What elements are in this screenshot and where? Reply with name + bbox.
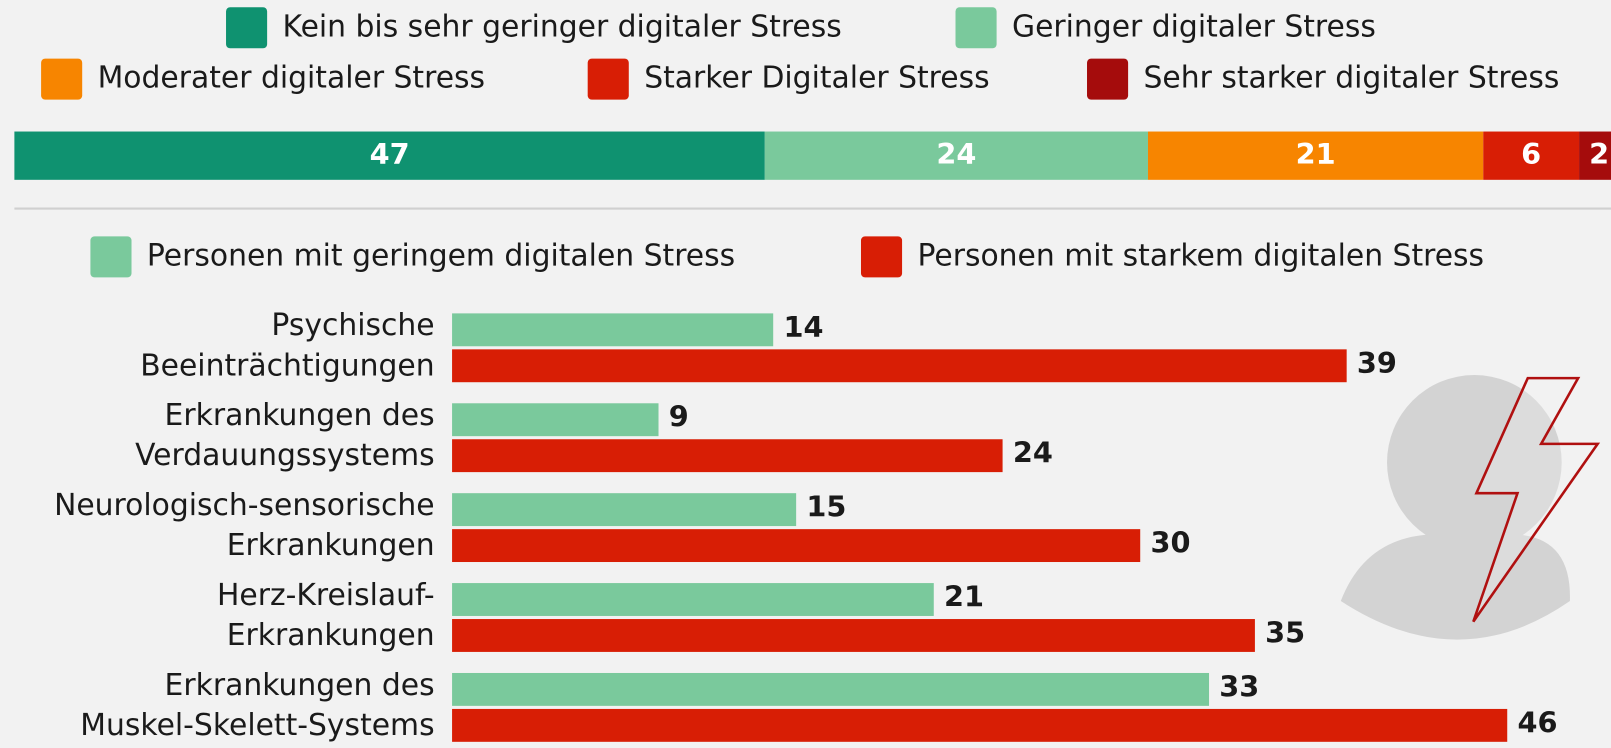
- bar: [452, 672, 1210, 706]
- data-label: 33: [1219, 669, 1259, 703]
- legend-label: Geringer digitaler Stress: [1012, 9, 1376, 44]
- bar: [452, 708, 1508, 742]
- bar: [452, 529, 1141, 563]
- bar: [452, 403, 659, 437]
- data-label: 21: [1296, 137, 1336, 171]
- legend-swatch: [955, 7, 997, 49]
- data-label: 9: [669, 400, 689, 434]
- data-label: 14: [783, 310, 823, 344]
- person-icon: [1340, 375, 1570, 640]
- legend-label: Starker Digitaler Stress: [644, 61, 989, 96]
- data-label: 30: [1150, 526, 1190, 560]
- bar-segment: [1579, 131, 1611, 180]
- bar-segment: [1147, 131, 1484, 180]
- data-label: 24: [1013, 436, 1053, 470]
- category-label: Muskel-Skelett-Systems: [80, 708, 434, 743]
- legend-swatch: [41, 58, 83, 100]
- data-label: 35: [1265, 615, 1305, 649]
- bar-segment: [14, 131, 765, 180]
- bar: [452, 349, 1347, 383]
- legend-label: Sehr starker digitaler Stress: [1144, 61, 1560, 96]
- legend-swatch: [587, 58, 629, 100]
- data-label: 47: [370, 137, 410, 171]
- category-label: Neurologisch-sensorische: [54, 488, 435, 523]
- bar-segment: [1483, 131, 1580, 180]
- category-label: Verdauungssystems: [135, 438, 434, 473]
- legend-swatch: [226, 7, 268, 49]
- bar: [452, 313, 774, 347]
- bar: [452, 493, 797, 527]
- data-label: 2: [1589, 137, 1609, 171]
- data-label: 6: [1521, 137, 1541, 171]
- data-label: 39: [1357, 346, 1397, 380]
- bar: [452, 439, 1003, 473]
- category-label: Herz-Kreislauf-: [217, 578, 435, 613]
- category-label: Erkrankungen: [227, 528, 435, 563]
- legend-label: Kein bis sehr geringer digitaler Stress: [283, 9, 842, 44]
- bar: [452, 619, 1255, 652]
- data-label: 46: [1518, 705, 1558, 739]
- legend-label: Moderater digitaler Stress: [98, 61, 485, 96]
- category-label: Erkrankungen des: [165, 668, 435, 703]
- data-label: 15: [806, 490, 846, 524]
- legend-swatch: [90, 236, 132, 278]
- legend-label: Personen mit starkem digitalen Stress: [917, 238, 1484, 273]
- legend-label: Personen mit geringem digitalen Stress: [147, 238, 735, 273]
- legend-swatch: [860, 236, 903, 278]
- category-label: Erkrankungen des: [165, 398, 435, 433]
- category-label: Erkrankungen: [227, 618, 435, 653]
- category-label: Psychische: [271, 308, 434, 343]
- legend-swatch: [1087, 58, 1129, 100]
- data-label: 21: [944, 579, 984, 613]
- bar: [452, 583, 934, 616]
- data-label: 24: [936, 137, 976, 171]
- bar-segment: [764, 131, 1148, 180]
- category-label: Beeinträchtigungen: [140, 348, 434, 383]
- lightning-icon: [1472, 376, 1601, 623]
